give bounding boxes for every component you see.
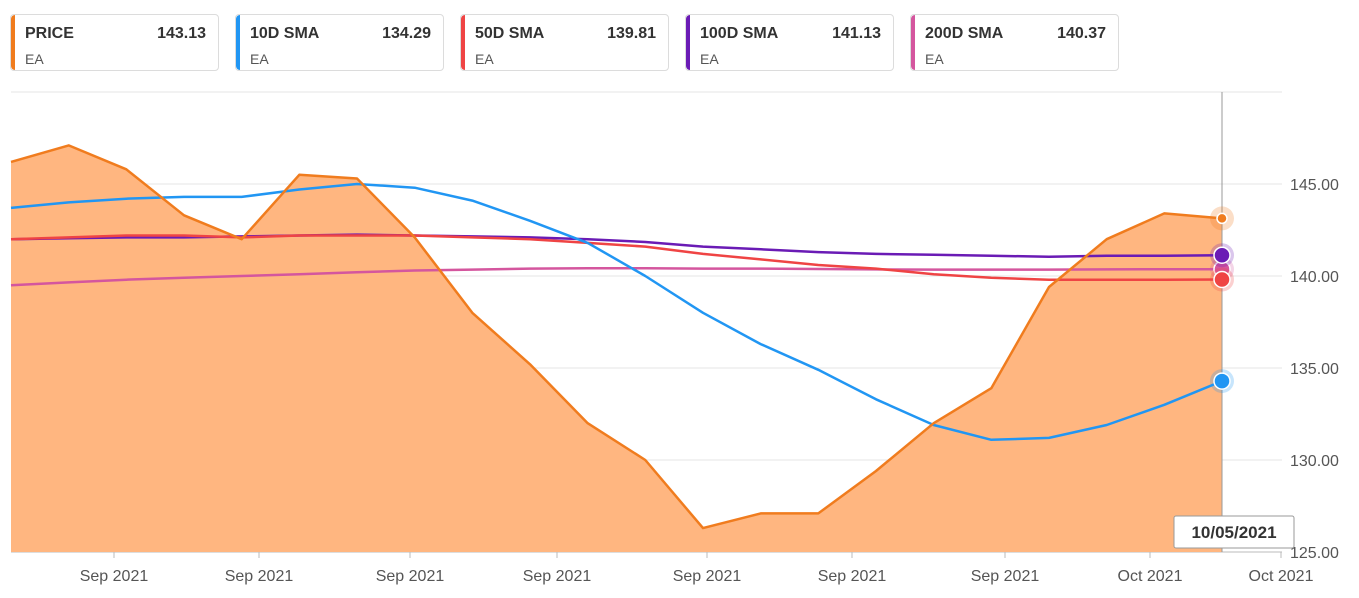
legend-color-bar: [686, 15, 690, 70]
y-tick-label: 125.00: [1290, 545, 1339, 562]
x-tick-label: Sep 2021: [818, 568, 887, 585]
legend-series-name: 100D SMA: [700, 25, 779, 42]
legend-card-100d-sma[interactable]: 100D SMA 141.13 EA: [685, 14, 894, 71]
x-tick-label: Sep 2021: [673, 568, 742, 585]
y-axis: 145.00 140.00 135.00 130.00 125.00: [1290, 177, 1339, 562]
legend-series-value: 140.37: [1057, 25, 1106, 42]
x-tick-label: Sep 2021: [80, 568, 149, 585]
legend-series-value: 141.13: [832, 25, 881, 42]
legend-ticker-symbol: EA: [925, 51, 944, 67]
legend-series-name: PRICE: [25, 25, 74, 42]
x-tick-label: Sep 2021: [225, 568, 294, 585]
x-tick-label: Sep 2021: [376, 568, 445, 585]
y-tick-label: 145.00: [1290, 177, 1339, 194]
series-line-50d-sma: [10, 234, 1223, 281]
x-tick-label: Oct 2021: [1249, 568, 1314, 585]
legend-series-value: 134.29: [382, 25, 431, 42]
legend-card-50d-sma[interactable]: 50D SMA 139.81 EA: [460, 14, 669, 71]
legend-color-bar: [11, 15, 15, 70]
x-axis: Sep 2021 Sep 2021 Sep 2021 Sep 2021 Sep 2021…: [80, 552, 1314, 585]
legend-ticker-symbol: EA: [700, 51, 719, 67]
marker-dot: [1216, 212, 1228, 225]
y-tick-label: 140.00: [1290, 269, 1339, 286]
y-tick-label: 135.00: [1290, 361, 1339, 378]
legend-series-value: 143.13: [157, 25, 206, 42]
price-area-fill: [11, 145, 1222, 552]
marker-dot: [1213, 246, 1231, 264]
legend-card-200d-sma[interactable]: 200D SMA 140.37 EA: [910, 14, 1119, 71]
x-tick-label: Oct 2021: [1118, 568, 1183, 585]
legend-series-name: 50D SMA: [475, 25, 545, 42]
series-lines: [10, 144, 1223, 530]
legend-ticker-symbol: EA: [475, 51, 494, 67]
y-tick-label: 130.00: [1290, 453, 1339, 470]
price-area: [11, 145, 1222, 552]
tooltip-box: [1173, 515, 1295, 549]
series-line-200d-sma: [10, 267, 1222, 287]
legend-series-name: 10D SMA: [250, 25, 320, 42]
legend-color-bar: [236, 15, 240, 70]
legend-series-value: 139.81: [607, 25, 656, 42]
x-tick-label: Sep 2021: [971, 568, 1040, 585]
marker-dot: [1213, 270, 1231, 289]
legend-color-bar: [911, 15, 915, 70]
legend-card-price[interactable]: PRICE 143.13 EA: [10, 14, 219, 71]
date-tooltip: 10/05/2021: [1173, 515, 1295, 549]
series-line-price: [10, 144, 1223, 530]
legend-color-bar: [461, 15, 465, 70]
legend-card-10d-sma[interactable]: 10D SMA 134.29 EA: [235, 14, 444, 71]
legend-ticker-symbol: EA: [250, 51, 269, 67]
legend-series-name: 200D SMA: [925, 25, 1004, 42]
series-line-10d-sma: [10, 182, 1223, 442]
marker-dot: [1213, 372, 1231, 390]
tooltip-date: 10/05/2021: [1191, 523, 1276, 542]
series-markers[interactable]: [1210, 206, 1234, 394]
x-tick-label: Sep 2021: [523, 568, 592, 585]
legend-ticker-symbol: EA: [25, 51, 44, 67]
